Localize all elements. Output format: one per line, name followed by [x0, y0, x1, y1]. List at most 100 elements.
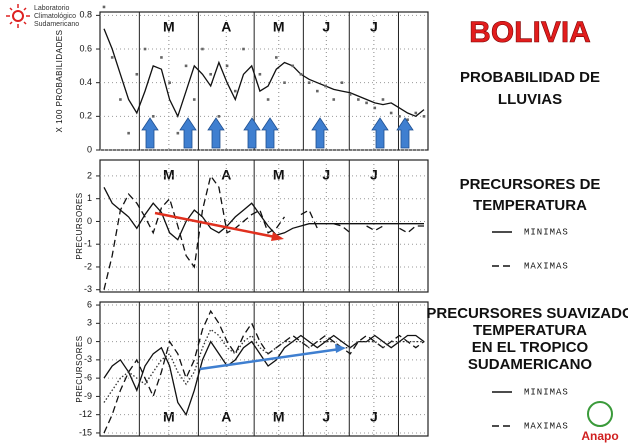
data-point [365, 101, 368, 105]
logo-rays [6, 4, 30, 28]
logo-text: Climatológico [34, 13, 76, 20]
side-title: SUDAMERICANO [468, 356, 593, 373]
logo-sun [12, 10, 24, 22]
rain-arrow [261, 117, 279, 149]
y-tick-label: 0.6 [79, 43, 92, 53]
data-point [381, 98, 385, 101]
data-point [225, 64, 229, 68]
rain-arrow [311, 117, 329, 149]
side-title: LLUVIAS [498, 91, 562, 108]
y-tick-label: 3 [87, 318, 92, 328]
data-point [373, 106, 377, 110]
legend-label: MINIMAS [524, 387, 569, 397]
data-point [291, 64, 295, 68]
rain-arrow [141, 117, 159, 149]
side-title: EN EL TROPICO [472, 339, 589, 356]
data-point [422, 115, 426, 118]
month-label: J [370, 409, 378, 425]
month-label: J [370, 167, 378, 183]
data-point [209, 72, 212, 76]
trend-arrow [154, 211, 281, 240]
series-line [103, 187, 424, 241]
rain-arrow [243, 117, 261, 149]
data-point [398, 115, 401, 118]
data-point [357, 98, 360, 101]
month-label: M [163, 167, 175, 183]
y-tick-label: -9 [84, 391, 92, 401]
rain-arrow [371, 117, 389, 149]
month-label: A [221, 167, 231, 183]
data-point [143, 47, 147, 51]
trend-arrow [199, 347, 341, 371]
month-label: M [163, 19, 175, 35]
month-label: J [322, 19, 330, 35]
side-title: TEMPERATURA [473, 322, 587, 339]
y-axis-label: PRECURSORES [75, 192, 84, 259]
data-point [160, 56, 163, 59]
trend-arrow-head [271, 232, 284, 241]
data-point [184, 64, 188, 68]
rain-arrow [396, 117, 414, 149]
data-point [119, 98, 122, 101]
month-label: M [273, 167, 285, 183]
legend-label: MAXIMAS [524, 261, 569, 271]
country-title: BOLIVIA [469, 16, 591, 49]
data-point [168, 81, 171, 84]
data-point [192, 98, 196, 101]
y-tick-label: 0.4 [79, 77, 92, 87]
legend-label: MINIMAS [524, 227, 569, 237]
legend-label: MAXIMAS [524, 421, 569, 431]
data-point [332, 98, 336, 101]
data-point [127, 131, 130, 135]
y-tick-label: -3 [84, 354, 92, 364]
brand-text: Anapo [581, 429, 618, 443]
data-point [324, 84, 327, 88]
data-point [135, 72, 139, 76]
month-label: J [370, 19, 378, 35]
data-point [233, 89, 237, 93]
y-tick-label: 2 [87, 170, 92, 180]
data-point [316, 89, 319, 93]
data-point [299, 72, 303, 76]
series-line [103, 28, 425, 119]
y-tick-label: -1 [84, 239, 92, 249]
side-title: PRECURSORES SUAVIZADO [426, 305, 628, 322]
data-point [217, 115, 221, 118]
month-label: A [221, 19, 231, 35]
y-tick-label: 0 [87, 336, 92, 346]
data-point [266, 98, 270, 101]
data-point [176, 131, 180, 135]
plot-frame [99, 159, 429, 293]
series-line [103, 174, 424, 290]
month-label: M [273, 19, 285, 35]
month-label: M [163, 409, 175, 425]
y-tick-label: 6 [87, 299, 92, 309]
series-line [103, 309, 425, 434]
data-point [151, 115, 155, 118]
plot-frame [99, 301, 429, 437]
data-point [389, 111, 393, 115]
y-tick-label: 0 [87, 144, 92, 154]
data-point [406, 118, 409, 122]
series-line [103, 328, 424, 403]
month-label: A [221, 409, 231, 425]
data-point [110, 56, 114, 59]
data-point [201, 47, 204, 51]
y-tick-label: 0.2 [79, 111, 92, 121]
data-point [307, 81, 311, 84]
y-axis-label: PRECURSORES [75, 335, 84, 402]
data-point [258, 72, 262, 76]
brand-ring [587, 401, 613, 427]
logo: Laboratorio Climatológico Sudamericano [6, 4, 79, 28]
y-tick-label: -6 [84, 373, 92, 383]
data-point [283, 81, 286, 84]
y-tick-label: -2 [84, 261, 92, 271]
month-label: M [273, 409, 285, 425]
data-point [242, 47, 245, 51]
rain-arrow [179, 117, 197, 149]
y-tick-label: -3 [84, 284, 92, 294]
data-point [102, 5, 106, 9]
y-tick-label: 0.8 [79, 10, 92, 20]
data-point [414, 111, 418, 115]
side-title: PRECURSORES DE [460, 176, 601, 193]
